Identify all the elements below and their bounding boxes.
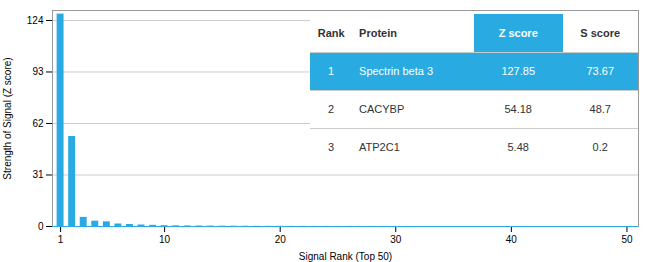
svg-text:1: 1 bbox=[58, 234, 64, 245]
html-text:73.67: 73.67 bbox=[586, 65, 614, 77]
html-text:ATP2C1: ATP2C1 bbox=[359, 140, 400, 153]
html-text:5.48: 5.48 bbox=[507, 140, 529, 153]
html-text:Rank: Rank bbox=[317, 27, 345, 40]
html-text:CACYBP: CACYBP bbox=[359, 102, 405, 115]
html-text:1: 1 bbox=[328, 65, 335, 77]
html-text:S score: S score bbox=[580, 27, 621, 40]
html-text:0.2: 0.2 bbox=[592, 140, 608, 153]
svg-text:50: 50 bbox=[621, 234, 633, 245]
svg-text:20: 20 bbox=[275, 234, 287, 245]
html-text:2: 2 bbox=[328, 102, 335, 115]
svg-text:124: 124 bbox=[27, 15, 44, 26]
svg-text:40: 40 bbox=[506, 234, 518, 245]
svg-text:Strength of Signal (Z score): Strength of Signal (Z score) bbox=[2, 57, 13, 179]
html-text:48.7: 48.7 bbox=[589, 102, 611, 115]
html-text:Spectrin beta 3: Spectrin beta 3 bbox=[359, 65, 433, 77]
svg-text:10: 10 bbox=[159, 234, 171, 245]
svg-text:0: 0 bbox=[38, 221, 44, 232]
html-text:54.18: 54.18 bbox=[504, 102, 532, 115]
html-text:Z score: Z score bbox=[498, 27, 538, 40]
html-text:3: 3 bbox=[328, 140, 335, 153]
svg-text:62: 62 bbox=[32, 118, 44, 129]
svg-text:Signal Rank (Top 50): Signal Rank (Top 50) bbox=[299, 251, 392, 262]
html-text:Protein: Protein bbox=[359, 27, 397, 40]
svg-text:30: 30 bbox=[390, 234, 402, 245]
html-text:127.85: 127.85 bbox=[501, 65, 535, 77]
svg-text:93: 93 bbox=[32, 66, 44, 77]
svg-text:31: 31 bbox=[32, 169, 44, 180]
